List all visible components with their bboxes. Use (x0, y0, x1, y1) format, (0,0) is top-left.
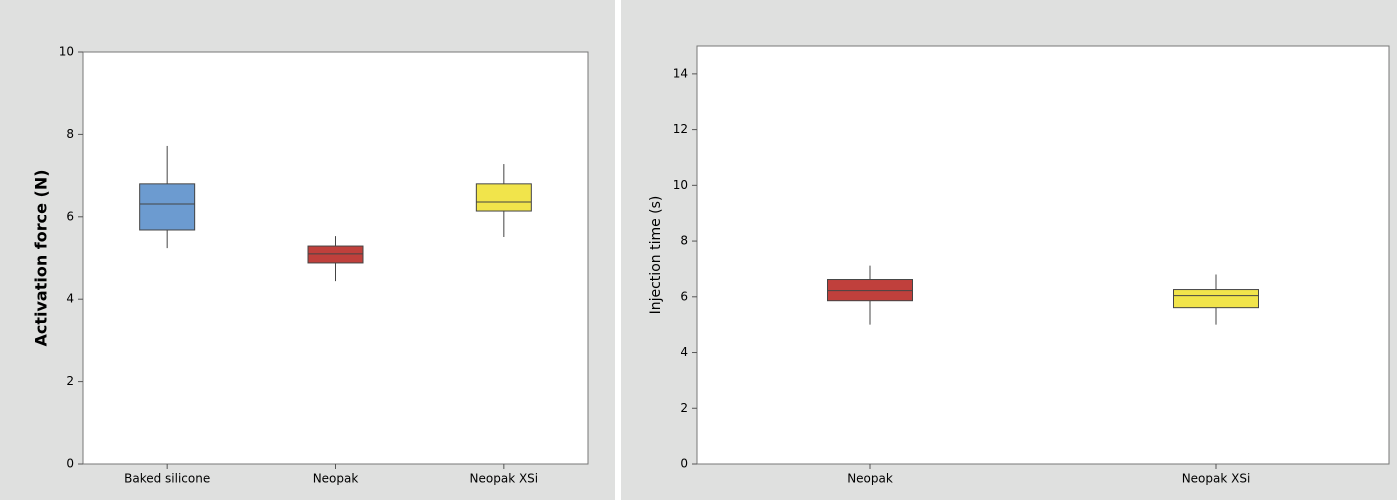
y-tick-label: 4 (680, 345, 688, 359)
y-tick-label: 0 (66, 457, 74, 471)
y-tick-label: 10 (673, 178, 688, 192)
y-tick-label: 2 (680, 401, 688, 415)
plot-area (696, 45, 1390, 465)
box (1173, 289, 1259, 309)
x-tick-label: Neopak (847, 472, 893, 486)
box (827, 279, 913, 302)
y-axis-label: Activation force (N) (32, 169, 51, 346)
y-tick-label: 4 (66, 292, 74, 306)
y-tick-label: 8 (680, 234, 688, 248)
y-tick-label: 12 (673, 122, 688, 136)
y-tick-label: 2 (66, 374, 74, 388)
x-tick-label: Baked silicone (124, 472, 210, 486)
y-tick-label: 14 (673, 66, 688, 80)
box (139, 183, 196, 231)
y-tick-label: 6 (680, 289, 688, 303)
y-tick-label: 10 (59, 45, 74, 59)
box (475, 183, 532, 212)
y-tick-label: 6 (66, 209, 74, 223)
x-tick-label: Neopak (313, 472, 359, 486)
y-axis-label: Injection time (s) (648, 196, 664, 315)
y-tick-label: 0 (680, 457, 688, 471)
x-tick-label: Neopak XSi (470, 472, 539, 486)
y-tick-label: 8 (66, 127, 74, 141)
x-tick-label: Neopak XSi (1182, 472, 1251, 486)
box (307, 245, 364, 264)
